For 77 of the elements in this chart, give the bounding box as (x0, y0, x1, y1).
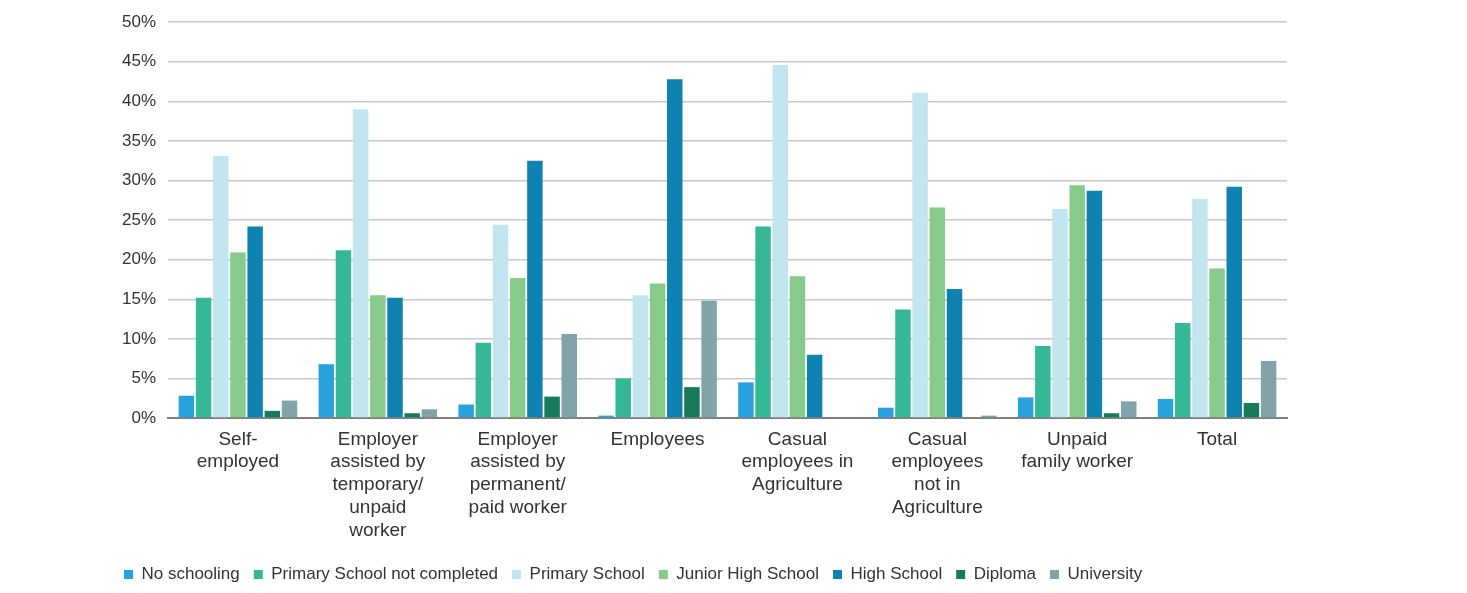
x-tick-label: Casual employees not in Agriculture (891, 427, 984, 518)
legend-label: Primary School (529, 564, 645, 584)
legend-label: No schooling (141, 564, 240, 584)
bar (281, 400, 298, 418)
bar (247, 226, 263, 418)
y-tick-label: 45% (121, 51, 157, 71)
bar (1121, 401, 1137, 418)
bar (946, 288, 963, 418)
bar (912, 92, 928, 418)
bar (1103, 413, 1120, 418)
legend-label: Junior High School (676, 564, 820, 584)
x-tick-label: Self-employed (196, 427, 280, 472)
x-tick-label: Employer assisted by permanent/paid worker (468, 427, 568, 518)
x-tick-label: Unpaid family worker (1021, 427, 1134, 472)
x-tick-label: Employees (610, 427, 705, 449)
bar (632, 295, 649, 418)
bar (755, 226, 771, 418)
bar (230, 252, 246, 418)
y-tick-label: 20% (121, 249, 157, 269)
bar (264, 410, 281, 418)
bar (318, 364, 335, 418)
bar (1226, 186, 1242, 418)
bar (615, 378, 631, 418)
bar (509, 277, 526, 418)
x-tick-label: Employer assisted by temporary/unpaid worker (330, 427, 426, 540)
y-tick-label: 5% (131, 368, 157, 388)
bar (1260, 361, 1277, 418)
bar (475, 342, 492, 418)
bar (387, 297, 403, 418)
bar (404, 413, 420, 418)
bar (701, 300, 717, 418)
y-tick-label: 15% (121, 288, 157, 308)
bar (1017, 397, 1034, 418)
bar (738, 382, 754, 418)
bar (370, 295, 386, 418)
bar (527, 160, 543, 418)
bar (1035, 345, 1051, 418)
bar (878, 407, 894, 418)
bar (1086, 190, 1103, 418)
y-tick-label: 30% (121, 170, 157, 190)
bar (1209, 268, 1225, 418)
y-tick-label: 25% (121, 209, 157, 229)
bar (772, 64, 788, 418)
bar (492, 224, 509, 418)
bar (1069, 185, 1085, 418)
bar (1052, 209, 1068, 418)
bar (1157, 399, 1174, 418)
legend-label: Primary School not completed (271, 564, 499, 584)
bar (1192, 198, 1208, 418)
bar (806, 354, 823, 418)
bar (335, 250, 352, 418)
y-tick-label: 35% (121, 130, 157, 150)
legend-label: Diploma (973, 564, 1037, 584)
bar (458, 404, 474, 418)
bar (561, 334, 577, 418)
bar (195, 297, 212, 418)
bar (1174, 323, 1191, 418)
bar (929, 207, 946, 418)
y-tick-label: 50% (121, 11, 157, 31)
legend-label: University (1067, 564, 1143, 584)
bar (667, 79, 683, 418)
bar (789, 276, 806, 418)
y-tick-label: 10% (121, 328, 157, 348)
bar (213, 155, 229, 418)
x-tick-label: Casual employees in Agriculture (741, 427, 854, 495)
bar (421, 409, 438, 418)
bar (649, 283, 666, 418)
bar (352, 109, 369, 418)
bar (544, 396, 560, 418)
bar (895, 309, 911, 418)
bar (178, 395, 195, 418)
legend-label: High School (850, 564, 943, 584)
y-tick-label: 40% (121, 91, 157, 111)
bar (684, 387, 700, 418)
bar (1243, 402, 1260, 418)
x-tick-label: Total (1196, 427, 1238, 449)
y-tick-label: 0% (131, 407, 157, 427)
